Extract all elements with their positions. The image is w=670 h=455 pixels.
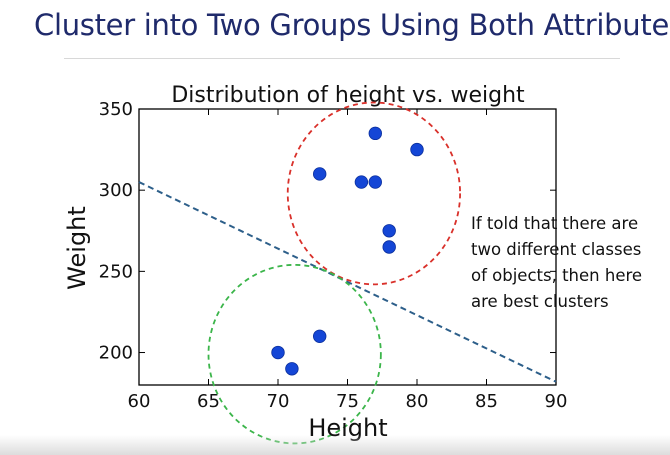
plot-frame xyxy=(138,108,557,386)
x-axis-ticks: 60 65 70 75 80 85 90 xyxy=(128,109,568,412)
separator-line xyxy=(138,181,557,383)
data-point xyxy=(354,175,369,189)
x-tick-label: 60 xyxy=(128,391,151,412)
bottom-shadow xyxy=(0,435,670,455)
slide-title: Cluster into Two Groups Using Both Attri… xyxy=(34,8,670,42)
data-point xyxy=(410,142,424,157)
x-tick-label: 90 xyxy=(545,391,568,412)
y-tick-label: 200 xyxy=(99,343,133,364)
data-point xyxy=(271,345,285,360)
data-point xyxy=(313,329,327,343)
x-tick-label: 85 xyxy=(475,391,498,412)
data-point xyxy=(382,240,396,254)
data-point xyxy=(382,224,396,238)
y-tick-label: 300 xyxy=(99,180,133,201)
x-tick-label: 75 xyxy=(336,391,359,412)
y-tick-label: 350 xyxy=(99,99,133,120)
data-point xyxy=(285,362,299,376)
y-axis-ticks: 200 250 300 350 xyxy=(99,99,556,364)
y-tick-label: 250 xyxy=(99,261,133,282)
data-point xyxy=(368,126,383,141)
annotation-text: If told that there are two different cla… xyxy=(471,214,643,311)
x-tick-label: 70 xyxy=(267,391,290,412)
cluster-circle-red xyxy=(286,101,461,286)
chart-title: Distribution of height vs. weight xyxy=(171,83,525,108)
data-point xyxy=(368,175,383,189)
title-divider xyxy=(64,58,620,59)
y-axis-label: Weight xyxy=(63,206,91,290)
x-tick-label: 80 xyxy=(406,391,429,412)
data-point xyxy=(313,167,327,181)
data-points xyxy=(271,126,424,376)
x-tick-label: 65 xyxy=(197,391,220,412)
